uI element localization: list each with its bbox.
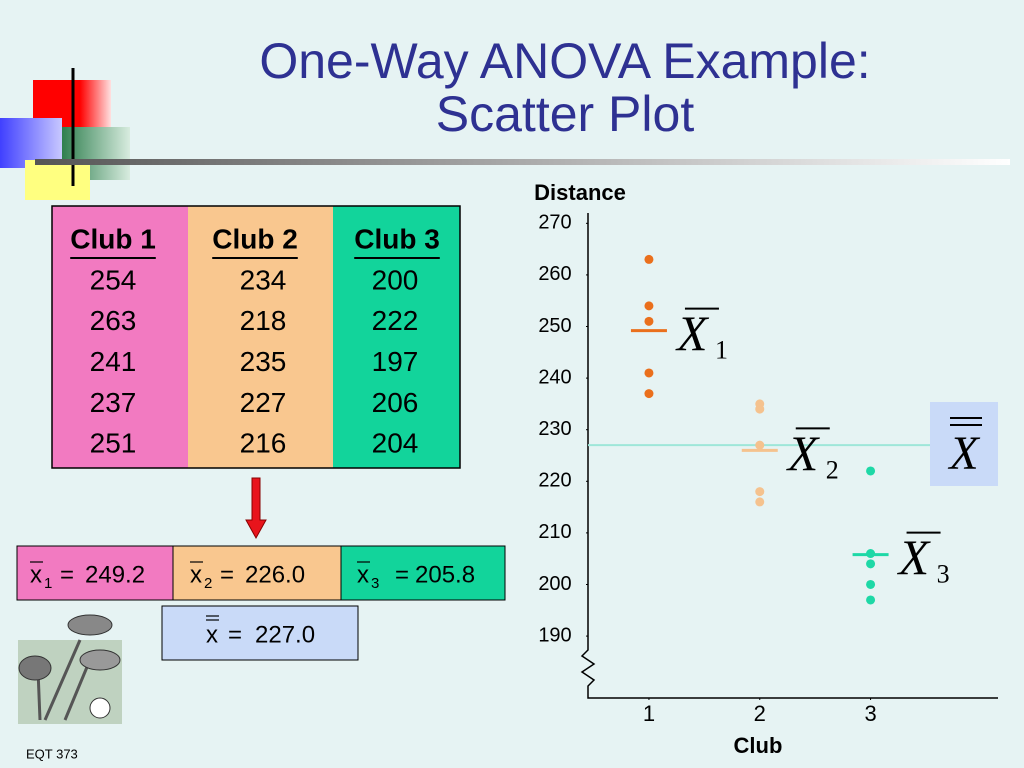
mean-label: X xyxy=(897,529,932,585)
y-tick-label: 270 xyxy=(538,212,571,234)
point xyxy=(644,254,654,264)
grand-mean-label: X xyxy=(947,427,980,480)
title: Scatter Plot xyxy=(436,86,695,142)
table-cell: 263 xyxy=(90,305,137,336)
mean-value: 205.8 xyxy=(415,561,475,588)
mean-subscript: 1 xyxy=(44,575,52,592)
table-cell: 241 xyxy=(90,346,137,377)
equals: = xyxy=(395,561,409,588)
mean-label-sub: 3 xyxy=(937,560,950,589)
table-cell: 218 xyxy=(240,305,287,336)
table-cell: 237 xyxy=(90,387,137,418)
mean-subscript: 3 xyxy=(371,575,379,592)
mean-label: X xyxy=(675,305,710,361)
equals: = xyxy=(60,561,74,588)
equals: = xyxy=(228,621,242,648)
table-cell: 235 xyxy=(240,346,287,377)
table-cell: 254 xyxy=(90,264,137,295)
point xyxy=(866,559,876,569)
point xyxy=(755,440,765,450)
title: One-Way ANOVA Example: xyxy=(259,33,870,89)
point xyxy=(755,497,765,507)
y-tick-label: 190 xyxy=(538,624,571,646)
mean-subscript: 2 xyxy=(204,575,212,592)
x-axis-label: Club xyxy=(734,733,783,758)
point xyxy=(644,389,654,399)
logo xyxy=(0,68,130,200)
table-header: Club 1 xyxy=(70,223,156,254)
point xyxy=(866,466,876,476)
mean-value: 226.0 xyxy=(245,561,305,588)
table-cell: 206 xyxy=(372,387,419,418)
mean-symbol: x xyxy=(357,561,369,588)
table-cell: 216 xyxy=(240,428,287,459)
table-cell: 204 xyxy=(372,428,419,459)
x-tick-label: 1 xyxy=(643,701,655,726)
mean-symbol: x xyxy=(190,561,202,588)
y-axis-label: Distance xyxy=(534,180,626,205)
x-tick-label: 3 xyxy=(864,701,876,726)
y-tick-label: 200 xyxy=(538,573,571,595)
title-rule xyxy=(35,159,1010,165)
mean-value: 249.2 xyxy=(85,561,145,588)
means-boxes xyxy=(16,545,506,661)
point xyxy=(755,487,765,497)
y-tick-label: 210 xyxy=(538,521,571,543)
grand-mean-box xyxy=(930,402,998,486)
grand-symbol: x xyxy=(206,621,218,648)
y-tick-label: 260 xyxy=(538,263,571,285)
point xyxy=(644,368,654,378)
y-tick-label: 220 xyxy=(538,470,571,492)
point xyxy=(866,579,876,589)
footer: EQT 373 xyxy=(26,746,78,761)
grand-value: 227.0 xyxy=(255,621,315,648)
table-header: Club 2 xyxy=(212,223,298,254)
y-tick-label: 250 xyxy=(538,315,571,337)
mean-symbol: x xyxy=(30,561,42,588)
table-cell: 227 xyxy=(240,387,287,418)
table-cell: 200 xyxy=(372,264,419,295)
y-tick-label: 230 xyxy=(538,418,571,440)
point xyxy=(644,316,654,326)
axes xyxy=(580,213,998,699)
point xyxy=(866,595,876,605)
table-cell: 222 xyxy=(372,305,419,336)
arrow xyxy=(245,477,267,540)
x-tick-label: 2 xyxy=(754,701,766,726)
table-cell: 251 xyxy=(90,428,137,459)
table-cell: 197 xyxy=(372,346,419,377)
table-cell: 234 xyxy=(240,264,287,295)
point xyxy=(755,399,765,409)
equals: = xyxy=(220,561,234,588)
table-header: Club 3 xyxy=(354,223,440,254)
mean-label: X xyxy=(786,425,821,481)
mean-label-sub: 1 xyxy=(715,336,728,365)
golf-icon xyxy=(18,614,122,724)
mean-label-sub: 2 xyxy=(826,455,839,484)
y-tick-label: 240 xyxy=(538,366,571,388)
data-table xyxy=(51,205,461,469)
point xyxy=(644,301,654,311)
